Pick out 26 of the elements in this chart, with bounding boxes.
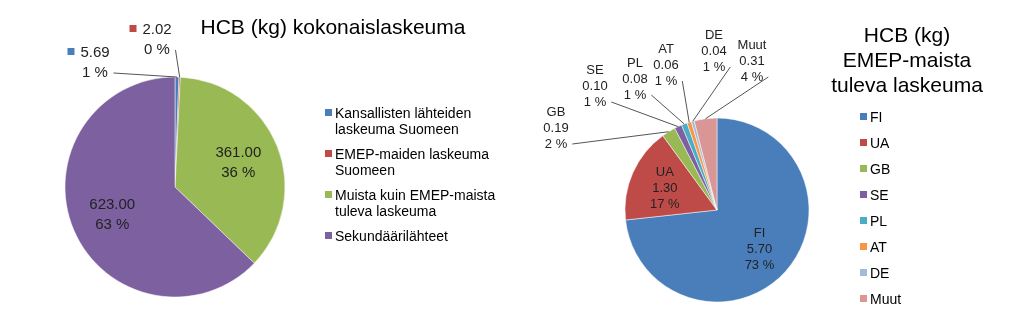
text: HCB (kg) EMEP-maista tuleva laskeuma (831, 23, 984, 96)
data-label: UA 1.30 17 % (650, 163, 681, 211)
legend-label: Kansallisten lähteiden laskeuma Suomeen (335, 105, 472, 137)
data-label: FI 5.70 73 % (744, 224, 775, 272)
data-label: 2.02 0 % (142, 20, 172, 57)
data-label: 5.69 1 % (80, 43, 110, 80)
legend-label: PL (870, 213, 888, 229)
data-label: SE 0.10 1 % (582, 62, 608, 109)
legend-label: AT (870, 239, 888, 255)
legend-label: EMEP-maiden laskeuma Suomeen (335, 146, 490, 178)
legend-label: SE (870, 187, 889, 203)
chart-title: HCB (kg) kokonaislaskeuma (200, 15, 466, 38)
data-label: DE 0.04 1 % (701, 27, 727, 74)
legend-label: Muista kuin EMEP-maista tuleva laskeuma (335, 187, 496, 219)
legend-label: Muut (870, 291, 902, 307)
legend-label: UA (870, 135, 891, 151)
data-label: 623.00 63 % (89, 194, 136, 232)
data-label: GB 0.19 2 % (543, 104, 569, 151)
legend-label: Sekundäärilähteet (335, 228, 448, 244)
legend-label: DE (870, 265, 890, 281)
data-label: 361.00 36 % (215, 143, 262, 181)
legend-label: FI (870, 109, 883, 125)
data-label: Muut 0.31 4 % (737, 37, 767, 84)
data-label: AT 0.06 1 % (653, 41, 679, 88)
data-label: PL 0.08 1 % (622, 55, 648, 102)
legend-label: GB (870, 161, 891, 177)
